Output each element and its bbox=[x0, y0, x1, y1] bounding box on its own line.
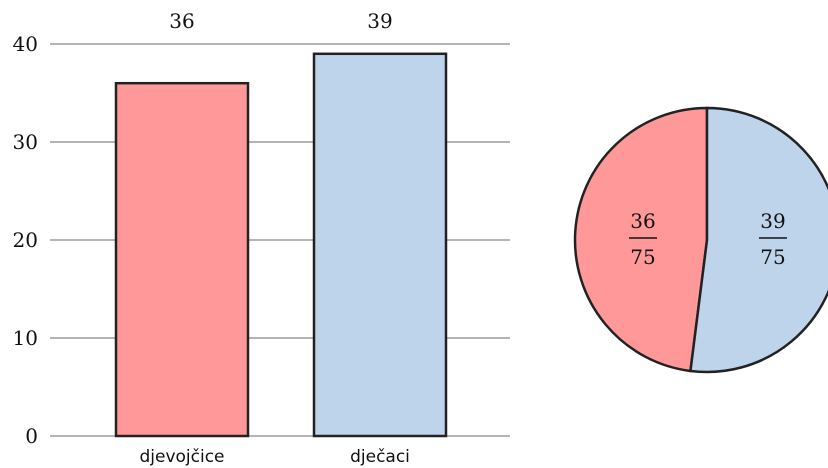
pie-slice-1 bbox=[573, 106, 709, 373]
bar-chart: 0 10 20 30 40 36 djevojčice 39 dječaci bbox=[13, 9, 448, 467]
pie-fraction-denominator: 75 bbox=[630, 245, 655, 269]
bar-2 bbox=[312, 52, 448, 438]
x-category-label: djevojčice bbox=[139, 447, 224, 467]
pie-slice-2 bbox=[689, 106, 828, 374]
pie-fraction-numerator: 36 bbox=[630, 209, 655, 233]
pie-chart: 36 75 39 75 bbox=[573, 106, 828, 374]
pie-fraction-denominator: 75 bbox=[760, 245, 785, 269]
y-tick-label: 20 bbox=[13, 228, 38, 252]
bar-1 bbox=[114, 81, 250, 438]
bar-value-label: 39 bbox=[367, 9, 392, 33]
x-category-label: dječaci bbox=[350, 447, 410, 467]
y-tick-label: 40 bbox=[13, 32, 38, 56]
y-tick-label: 10 bbox=[13, 326, 38, 350]
y-tick-label: 30 bbox=[13, 130, 38, 154]
y-tick-label: 0 bbox=[25, 424, 38, 448]
bar-value-label: 36 bbox=[169, 9, 194, 33]
pie-fraction-numerator: 39 bbox=[760, 209, 785, 233]
